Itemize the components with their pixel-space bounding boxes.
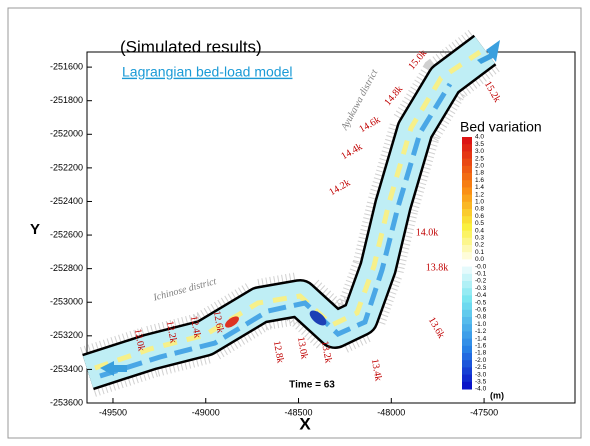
colorbar-label: -0.6 [475, 307, 487, 314]
y-tick-label: -253000 [50, 297, 83, 307]
colorbar-cell [462, 180, 472, 188]
y-tick-label: -253200 [50, 330, 83, 340]
colorbar-cell [462, 159, 472, 167]
colorbar-label: -0.1 [475, 271, 487, 278]
colorbar-label: -0.8 [475, 314, 487, 321]
colorbar-label: -1.4 [475, 335, 487, 342]
colorbar-label: 0.3 [475, 235, 484, 242]
y-label: Y [30, 221, 40, 238]
colorbar-cell [462, 375, 472, 383]
x-tick-label: -48500 [285, 407, 313, 417]
colorbar-title: Bed variation [460, 119, 542, 135]
colorbar-label: -2.5 [475, 364, 487, 371]
colorbar-cell [462, 310, 472, 318]
colorbar-label: -3.0 [475, 371, 487, 378]
colorbar-cell [462, 223, 472, 231]
colorbar-label: -0.2 [475, 278, 487, 285]
y-tick-label: -251600 [50, 61, 83, 71]
colorbar-label: -0.5 [475, 299, 487, 306]
colorbar-label: -2.0 [475, 357, 487, 364]
colorbar-cell [462, 360, 472, 368]
colorbar-cell [462, 151, 472, 159]
colorbar-cell [462, 166, 472, 174]
y-tick-label: -252200 [50, 162, 83, 172]
colorbar-label: -1.2 [475, 328, 487, 335]
y-tick-label: -252600 [50, 229, 83, 239]
colorbar-cell [462, 367, 472, 375]
y-tick-label: -252800 [50, 263, 83, 273]
colorbar-cell [462, 303, 472, 311]
x-tick-label: -47500 [470, 407, 498, 417]
colorbar-cell [462, 173, 472, 181]
colorbar-cell [462, 259, 472, 267]
colorbar-label: -4.0 [475, 386, 487, 393]
y-tick-label: -253400 [50, 364, 83, 374]
colorbar-cell [462, 317, 472, 325]
colorbar-label: -1.0 [475, 321, 487, 328]
km-label: 14.0k [416, 227, 439, 238]
colorbar-unit: (m) [490, 390, 504, 400]
colorbar-label: 1.8 [475, 170, 484, 177]
km-label: 13.8k [426, 262, 449, 273]
colorbar-label: -0.4 [475, 292, 487, 299]
subtitle: Lagrangian bed-load model [122, 64, 292, 80]
colorbar-label: 1.4 [475, 184, 484, 191]
colorbar-label: -0.0 [475, 263, 487, 270]
colorbar-label: 0.0 [475, 256, 484, 263]
colorbar-label: 1.6 [475, 177, 484, 184]
x-tick-label: -49500 [99, 407, 127, 417]
colorbar-cell [462, 195, 472, 203]
y-tick-label: -252400 [50, 196, 83, 206]
x-tick-label: -49000 [192, 407, 220, 417]
colorbar-label: 4.0 [475, 134, 484, 141]
colorbar-cell [462, 202, 472, 210]
colorbar-cell [462, 295, 472, 303]
colorbar-cell [462, 274, 472, 282]
colorbar-cell [462, 137, 472, 145]
colorbar-cell [462, 209, 472, 217]
y-tick-label: -252000 [50, 129, 83, 139]
colorbar-cell [462, 267, 472, 275]
colorbar-label: 3.0 [475, 148, 484, 155]
colorbar-cell [462, 252, 472, 260]
colorbar-label: 0.6 [475, 213, 484, 220]
x-tick-label: -48000 [377, 407, 405, 417]
colorbar-label: 0.5 [475, 220, 484, 227]
annotation: Time = 63 [289, 380, 335, 391]
colorbar-label: 1.0 [475, 199, 484, 206]
colorbar-cell [462, 231, 472, 239]
colorbar-cell [462, 324, 472, 332]
colorbar-cell [462, 245, 472, 253]
colorbar-cell [462, 216, 472, 224]
colorbar-cell [462, 382, 472, 390]
colorbar-cell [462, 281, 472, 289]
colorbar-label: -0.3 [475, 285, 487, 292]
colorbar-label: 0.4 [475, 227, 484, 234]
colorbar-label: -3.5 [475, 379, 487, 386]
colorbar-label: 3.5 [475, 141, 484, 148]
chart: (Simulated results) Lagrangian bed-load … [0, 0, 590, 446]
colorbar-label: 1.2 [475, 191, 484, 198]
y-tick-label: -251800 [50, 95, 83, 105]
colorbar-label: -1.6 [475, 343, 487, 350]
colorbar-cell [462, 353, 472, 361]
colorbar-label: -1.8 [475, 350, 487, 357]
colorbar-label: 2.5 [475, 155, 484, 162]
title: (Simulated results) [120, 37, 262, 56]
colorbar-label: 2.0 [475, 163, 484, 170]
colorbar-cell [462, 346, 472, 354]
colorbar-cell [462, 187, 472, 195]
colorbar-cell [462, 339, 472, 347]
y-tick-label: -253600 [50, 397, 83, 407]
colorbar-cell [462, 288, 472, 296]
colorbar-cell [462, 331, 472, 339]
colorbar-label: 0.1 [475, 249, 484, 256]
colorbar-label: 0.8 [475, 206, 484, 213]
colorbar-cell [462, 144, 472, 152]
colorbar-cell [462, 238, 472, 246]
colorbar-label: 0.2 [475, 242, 484, 249]
